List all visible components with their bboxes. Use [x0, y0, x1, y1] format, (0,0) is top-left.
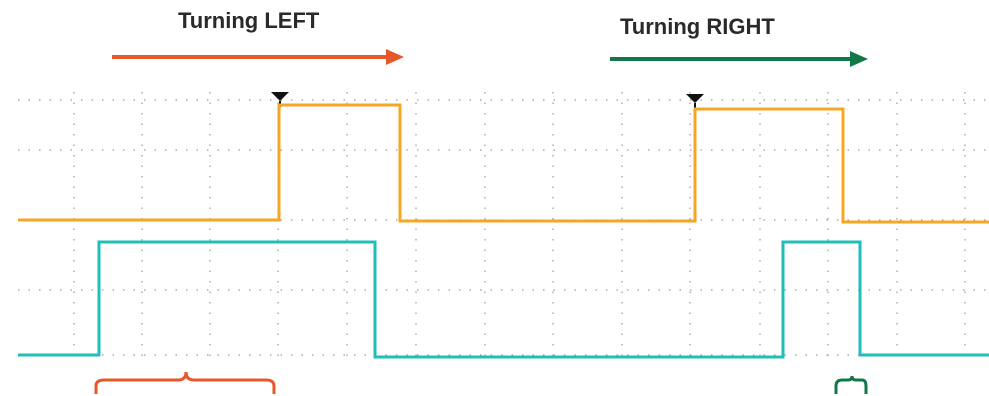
left-duration-brace	[94, 371, 276, 394]
turning-right-label: Turning RIGHT	[620, 14, 775, 39]
left-direction-arrow	[112, 49, 404, 65]
trigger-marker-2	[686, 94, 704, 109]
channel-1-waveform	[18, 103, 989, 224]
right-direction-arrow	[610, 51, 868, 67]
scope-grid	[18, 92, 989, 362]
channel-2-waveform	[18, 240, 989, 359]
turning-left-label: Turning LEFT	[178, 8, 320, 33]
right-duration-brace	[834, 375, 868, 394]
